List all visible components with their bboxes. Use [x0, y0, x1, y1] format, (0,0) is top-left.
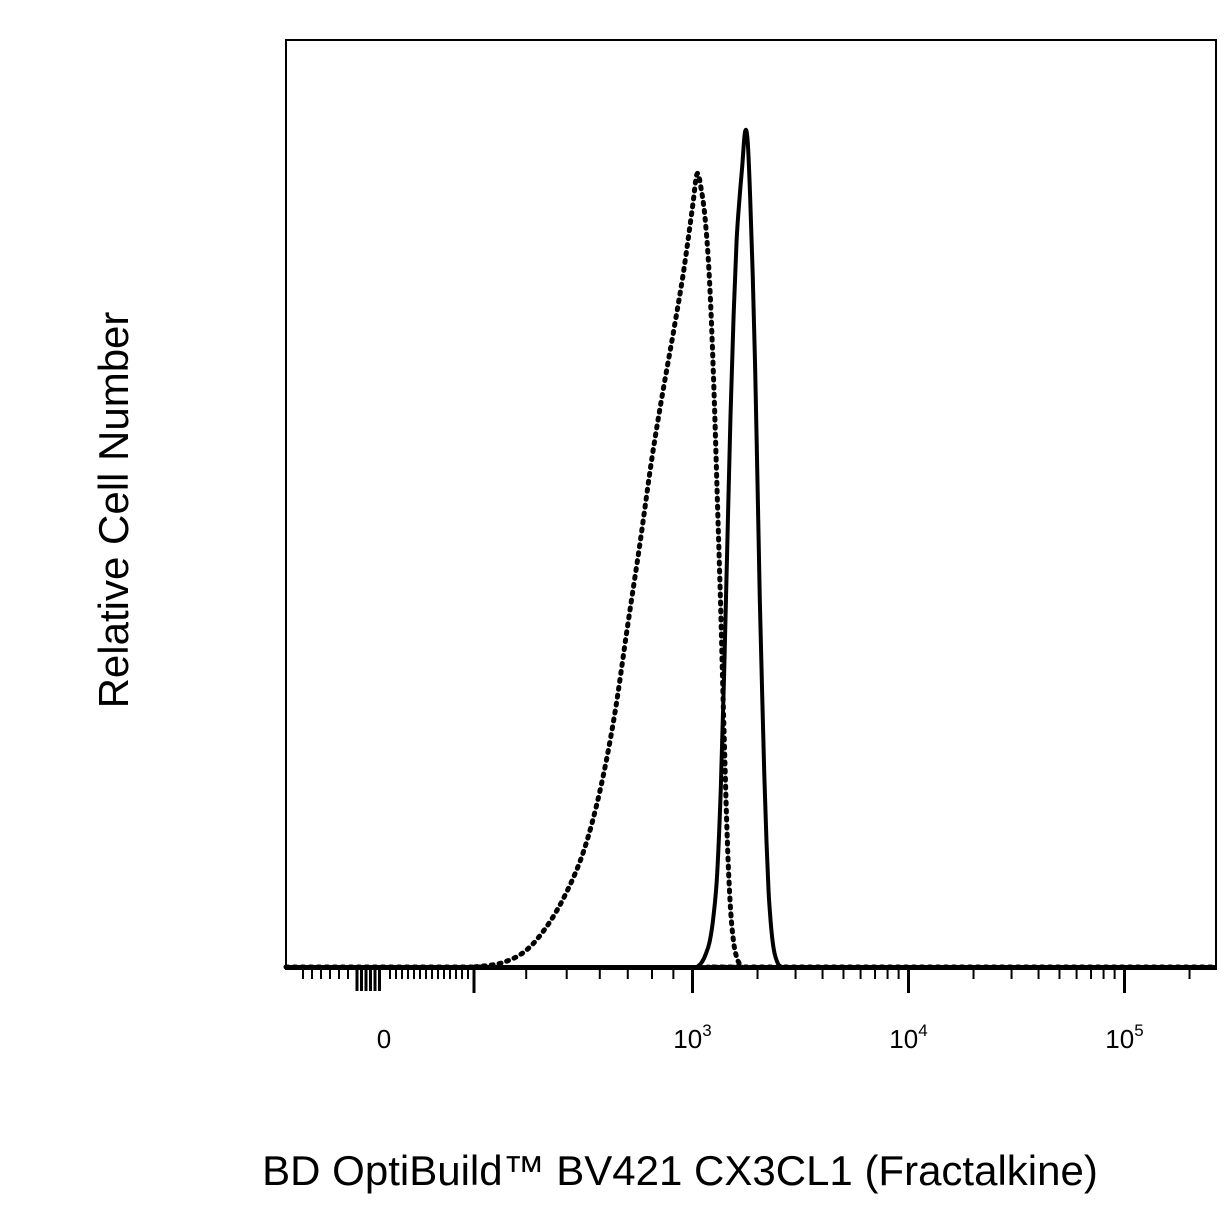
x-major-ticks	[472, 969, 1126, 993]
control-histogram-line	[283, 170, 1219, 970]
x-tick-labels: 0 103 104 105	[377, 1021, 1144, 1054]
x-tick-label: 104	[889, 1021, 927, 1054]
x-tick-label: 0	[377, 1024, 391, 1054]
stained-histogram-line	[286, 127, 1216, 970]
x-tick-label: 103	[673, 1021, 711, 1054]
x-axis-title: BD OptiBuild™ BV421 CX3CL1 (Fractalkine)	[262, 1147, 1098, 1194]
x-tick-label: 105	[1105, 1021, 1143, 1054]
x-minor-ticks	[302, 969, 1191, 991]
y-axis-title: Relative Cell Number	[90, 312, 137, 709]
series-layer	[283, 127, 1219, 970]
